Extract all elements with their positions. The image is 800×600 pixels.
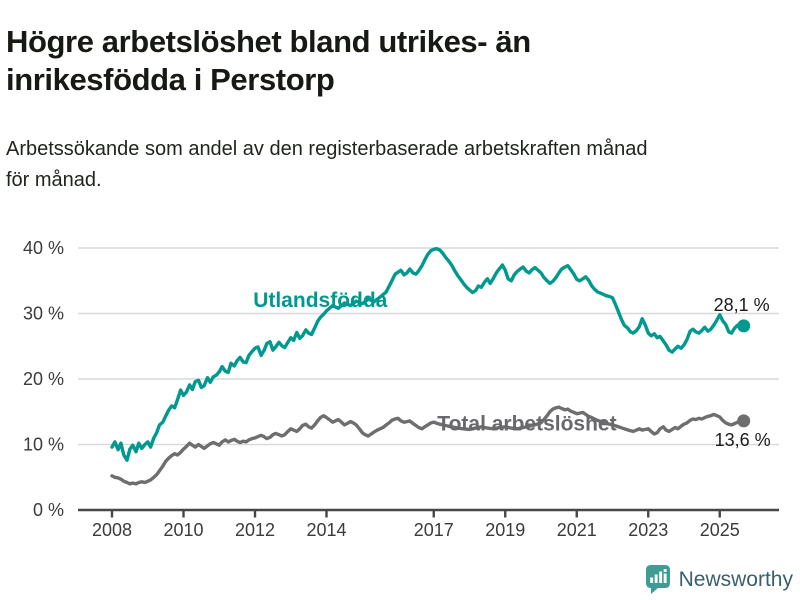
x-tick-label: 2021	[557, 520, 597, 540]
y-tick-label: 20 %	[23, 369, 64, 389]
x-tick-label: 2014	[306, 520, 346, 540]
series-line-utlandsfodda	[110, 246, 746, 462]
newsworthy-logo: Newsworthy	[645, 564, 793, 595]
subtitle-line-1: Arbetssökande som andel av den registerb…	[6, 138, 648, 160]
y-tick-label: 40 %	[23, 238, 64, 258]
x-tick-label: 2019	[485, 520, 525, 540]
x-tick-label: 2023	[628, 520, 668, 540]
x-tick-label: 2008	[92, 520, 132, 540]
x-tick-label: 2012	[235, 520, 275, 540]
series-line-total-arbetsloshet	[110, 405, 746, 486]
bar-1	[649, 577, 653, 583]
series-label-utlandsfodda: Utlandsfödda	[253, 289, 387, 312]
y-tick-label: 30 %	[23, 304, 64, 324]
exclamation-dot	[663, 569, 667, 572]
newsworthy-logo-icon	[645, 565, 670, 594]
series-end-dot-total-arbetsloshet	[737, 414, 751, 428]
series-label-total-arbetsloshet: Total arbetslöshet	[437, 413, 616, 436]
x-tick-label: 2025	[700, 520, 740, 540]
y-tick-label: 0 %	[33, 500, 64, 520]
x-tick-label: 2017	[414, 520, 454, 540]
exclamation-bar	[663, 573, 667, 583]
x-tick-label: 2010	[163, 520, 203, 540]
title-line-1: Högre arbetslöshet bland utrikes- än	[6, 23, 531, 59]
bar-2	[654, 574, 658, 583]
y-tick-label: 10 %	[23, 435, 64, 455]
series-end-dot-utlandsfodda	[737, 319, 751, 333]
subtitle-line-2: för månad.	[6, 169, 102, 191]
end-value-label-utlandsfodda: 28,1 %	[714, 295, 770, 315]
speech-bubble-shape	[645, 565, 670, 594]
page-title: Högre arbetslöshet bland utrikes- än inr…	[6, 23, 766, 99]
end-value-label-total-arbetsloshet: 13,6 %	[715, 430, 771, 450]
newsworthy-logo-text: Newsworthy	[678, 567, 793, 591]
chart-subtitle: Arbetssökande som andel av den registerb…	[6, 134, 786, 196]
title-line-2: inrikesfödda i Perstorp	[6, 61, 335, 97]
bar-3	[658, 571, 662, 583]
